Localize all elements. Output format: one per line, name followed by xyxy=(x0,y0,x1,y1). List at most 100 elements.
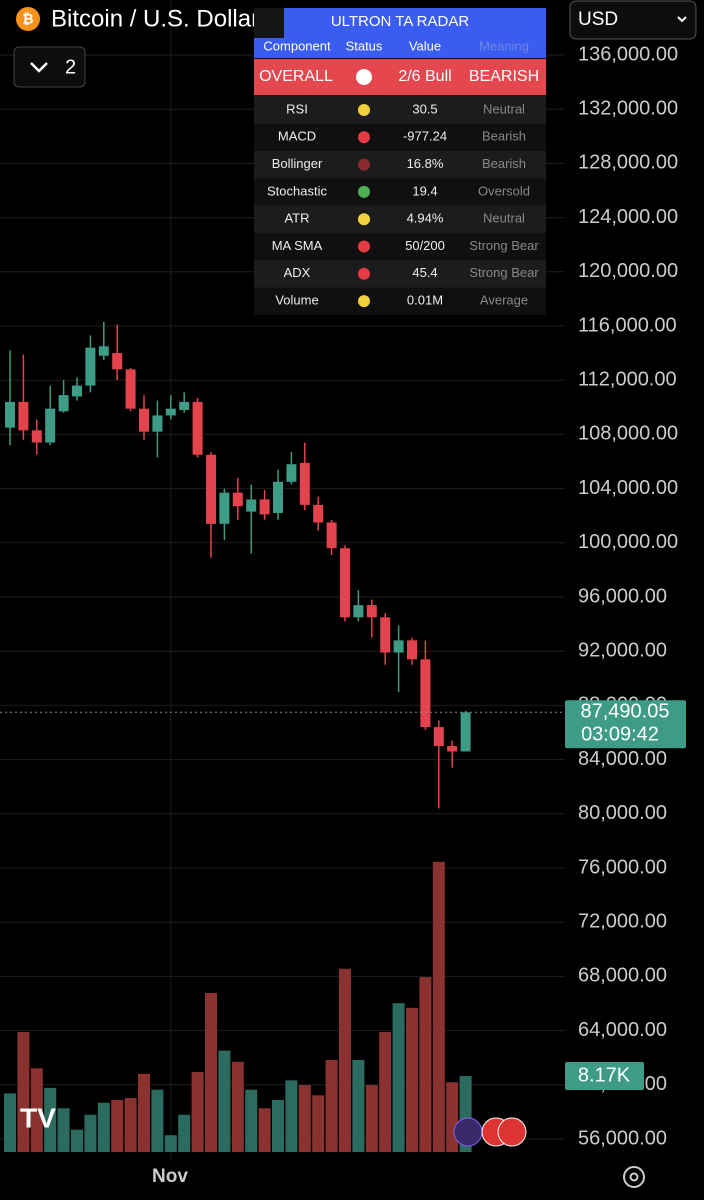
candle-body xyxy=(179,401,190,411)
candle-body xyxy=(31,430,42,443)
volume-bar xyxy=(432,861,445,1152)
volume-bar xyxy=(164,1135,177,1152)
currency-button[interactable] xyxy=(569,0,697,40)
volume-bar xyxy=(272,1099,284,1152)
y-tick-label: 64,000.00 xyxy=(578,1019,667,1041)
radar-row-bg xyxy=(254,151,546,179)
volume-bar xyxy=(406,1007,418,1152)
app-icon xyxy=(453,1117,483,1147)
overall-component: OVERALL xyxy=(259,68,333,85)
radar-status xyxy=(358,240,370,253)
radar-row-bg xyxy=(254,232,546,261)
candle-body xyxy=(340,548,350,618)
y-tick-label: 108,000.00 xyxy=(578,423,678,445)
symbol-title: Bitcoin / U.S. Dollar xyxy=(51,5,259,32)
volume-label: 8.17K xyxy=(578,1064,631,1086)
volume-bar xyxy=(258,1108,271,1152)
radar-row-bg xyxy=(254,205,546,233)
candle-body xyxy=(18,401,29,431)
radar-value: 45.4 xyxy=(412,265,437,280)
radar-component: Bollinger xyxy=(272,156,323,171)
candle-body xyxy=(407,640,417,660)
radar-meaning: Neutral xyxy=(483,101,525,116)
volume-badge xyxy=(565,1062,644,1091)
candle-body xyxy=(393,640,404,653)
radar-status xyxy=(358,104,370,116)
candle-body xyxy=(112,353,123,370)
radar-value: 0.01M xyxy=(407,293,443,308)
price-badge xyxy=(565,700,686,749)
volume-bar xyxy=(97,1102,110,1152)
radar-value: 19.4 xyxy=(412,183,437,198)
radar-component: Volume xyxy=(275,293,318,308)
y-tick-label: 68,000.00 xyxy=(578,965,667,987)
radar-meaning: Bearish xyxy=(482,129,526,144)
radar-row-bg xyxy=(254,178,546,206)
radar-column-header: Value xyxy=(409,38,441,53)
radar-row-bg xyxy=(254,260,546,288)
x-tick-label: Nov xyxy=(152,1166,188,1187)
radar-row-bg xyxy=(254,123,546,151)
y-tick-label: 96,000.00 xyxy=(578,585,667,607)
volume-bar xyxy=(124,1098,137,1152)
radar-component: MA SMA xyxy=(272,238,323,253)
candle-body xyxy=(246,499,257,512)
currency-label: USD xyxy=(578,9,618,30)
candle-body xyxy=(85,347,96,386)
radar-value: -977.24 xyxy=(403,129,447,144)
radar-row-bg xyxy=(254,96,546,124)
volume-bar xyxy=(84,1114,97,1152)
y-tick-label: 116,000.00 xyxy=(578,314,677,336)
volume-bar xyxy=(419,977,432,1152)
overall-value: 2/6 Bull xyxy=(398,68,451,85)
candle-body xyxy=(192,401,203,455)
candle-body xyxy=(380,617,391,653)
chevron xyxy=(677,16,687,23)
y-tick-label: 104,000.00 xyxy=(578,477,678,499)
volume-bar xyxy=(17,1032,30,1152)
radar-value: 30.5 xyxy=(412,101,437,116)
radar-status xyxy=(358,131,370,144)
candle-body xyxy=(299,462,310,505)
volume-bar xyxy=(71,1129,83,1152)
indicator-count: 2 xyxy=(65,56,76,78)
volume-bar xyxy=(57,1108,70,1152)
radar-column-header: Meaning xyxy=(479,38,529,53)
candle-body xyxy=(313,504,324,523)
candle-body xyxy=(353,605,364,618)
volume-bar xyxy=(178,1114,191,1152)
radar-meaning: Average xyxy=(480,293,528,308)
volume-bar xyxy=(379,1032,392,1152)
last-price-label: 87,490.05 xyxy=(581,701,670,723)
candle-body xyxy=(420,659,431,728)
volume-bar xyxy=(231,1061,244,1152)
countdown-label: 03:09:42 xyxy=(581,724,659,746)
candle-body xyxy=(165,408,176,416)
candle-body xyxy=(45,408,56,443)
radar-component: ATR xyxy=(284,211,309,226)
radar-column-header: Status xyxy=(346,38,383,53)
volume-bar xyxy=(138,1073,150,1152)
candle-body xyxy=(232,492,243,507)
radar-column-header: Component xyxy=(263,38,331,53)
indicators-toggle[interactable] xyxy=(13,46,86,88)
volume-bar xyxy=(325,1059,338,1152)
volume-bar xyxy=(339,968,351,1152)
radar-meaning: Oversold xyxy=(478,183,530,198)
candle-body xyxy=(447,746,458,752)
chevron xyxy=(30,62,48,73)
volume-bar xyxy=(352,1059,365,1152)
radar-component: Stochastic xyxy=(267,183,327,198)
settings-button[interactable] xyxy=(623,1166,645,1188)
volume-bar xyxy=(218,1050,231,1152)
candle-body xyxy=(219,492,230,524)
volume-bar xyxy=(285,1080,298,1152)
radar-status xyxy=(358,295,370,308)
bitcoin-glyph: ₿ xyxy=(22,11,33,27)
candle-body xyxy=(139,408,149,432)
volume-bar xyxy=(151,1089,164,1152)
volume-bar xyxy=(30,1068,43,1152)
candle-body xyxy=(152,415,163,432)
radar-value: 4.94% xyxy=(407,211,444,226)
